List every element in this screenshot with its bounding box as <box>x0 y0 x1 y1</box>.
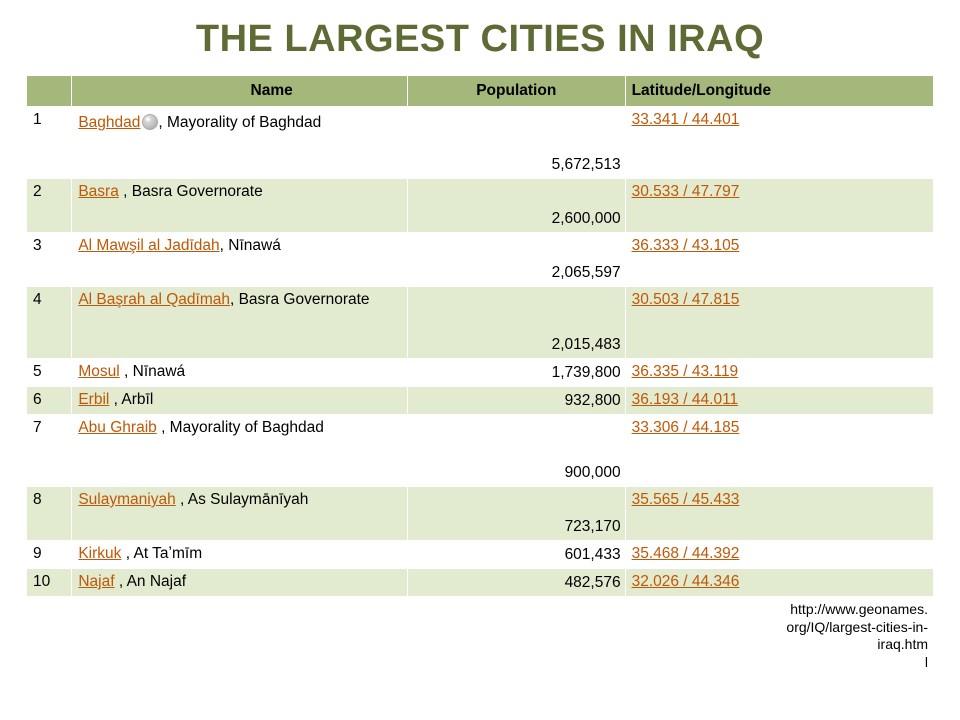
rank-cell: 5 <box>27 359 72 387</box>
name-cell: Sulaymaniyah , As Sulaymānīyah <box>72 487 408 541</box>
population-cell: 482,576 <box>407 569 625 597</box>
city-link[interactable]: Al Başrah al Qadīmah <box>78 291 230 308</box>
population-cell: 932,800 <box>407 387 625 415</box>
region-text: , Basra Governorate <box>119 183 263 200</box>
population-cell: 723,170 <box>407 487 625 541</box>
coord-link[interactable]: 30.503 / 47.815 <box>632 291 740 308</box>
coord-cell: 30.533 / 47.797 <box>625 179 933 233</box>
table-row: 8Sulaymaniyah , As Sulaymānīyah723,17035… <box>27 487 934 541</box>
population-cell: 5,672,513 <box>407 107 625 179</box>
table-row: 6Erbil , Arbīl932,80036.193 / 44.011 <box>27 387 934 415</box>
city-link[interactable]: Al Mawşil al Jadīdah <box>78 237 219 254</box>
header-name: Name <box>72 76 408 107</box>
region-text: , Mayorality of Baghdad <box>158 114 321 131</box>
region-text: , As Sulaymānīyah <box>176 491 309 508</box>
coord-cell: 35.468 / 44.392 <box>625 541 933 569</box>
name-cell: Al Başrah al Qadīmah, Basra Governorate <box>72 287 408 359</box>
coord-cell: 36.193 / 44.011 <box>625 387 933 415</box>
cities-table-container: Name Population Latitude/Longitude 1Bagh… <box>0 75 960 671</box>
disc-icon <box>142 114 158 130</box>
coord-link[interactable]: 35.468 / 44.392 <box>632 545 740 562</box>
coord-link[interactable]: 32.026 / 44.346 <box>632 573 740 590</box>
coord-link[interactable]: 35.565 / 45.433 <box>632 491 740 508</box>
region-text: , Basra Governorate <box>230 291 370 308</box>
region-text: , At Taʼmīm <box>121 545 202 562</box>
cities-table: Name Population Latitude/Longitude 1Bagh… <box>26 75 934 597</box>
rank-cell: 10 <box>27 569 72 597</box>
region-text: , Arbīl <box>109 391 153 408</box>
city-link[interactable]: Baghdad <box>78 114 140 131</box>
population-cell: 900,000 <box>407 415 625 487</box>
city-link[interactable]: Sulaymaniyah <box>78 491 175 508</box>
rank-cell: 2 <box>27 179 72 233</box>
city-link[interactable]: Najaf <box>78 573 114 590</box>
coord-cell: 32.026 / 44.346 <box>625 569 933 597</box>
rank-cell: 8 <box>27 487 72 541</box>
name-cell: Baghdad , Mayorality of Baghdad <box>72 107 408 179</box>
region-text: , Nīnawá <box>220 237 281 254</box>
rank-cell: 4 <box>27 287 72 359</box>
table-row: 2Basra , Basra Governorate2,600,00030.53… <box>27 179 934 233</box>
city-link[interactable]: Mosul <box>78 363 119 380</box>
city-link[interactable]: Erbil <box>78 391 109 408</box>
rank-cell: 7 <box>27 415 72 487</box>
header-blank <box>27 76 72 107</box>
table-row: 10Najaf , An Najaf482,57632.026 / 44.346 <box>27 569 934 597</box>
rank-cell: 3 <box>27 233 72 287</box>
coord-cell: 36.333 / 43.105 <box>625 233 933 287</box>
coord-link[interactable]: 36.333 / 43.105 <box>632 237 740 254</box>
city-link[interactable]: Abu Ghraib <box>78 419 156 436</box>
population-cell: 2,015,483 <box>407 287 625 359</box>
coord-link[interactable]: 33.341 / 44.401 <box>632 111 740 128</box>
name-cell: Kirkuk , At Taʼmīm <box>72 541 408 569</box>
coord-link[interactable]: 36.335 / 43.119 <box>632 363 739 380</box>
population-cell: 2,065,597 <box>407 233 625 287</box>
coord-link[interactable]: 33.306 / 44.185 <box>632 419 740 436</box>
name-cell: Abu Ghraib , Mayorality of Baghdad <box>72 415 408 487</box>
region-text: , Nīnawá <box>120 363 185 380</box>
coord-cell: 30.503 / 47.815 <box>625 287 933 359</box>
coord-cell: 35.565 / 45.433 <box>625 487 933 541</box>
table-row: 4Al Başrah al Qadīmah, Basra Governorate… <box>27 287 934 359</box>
city-link[interactable]: Basra <box>78 183 119 200</box>
table-row: 3Al Mawşil al Jadīdah, Nīnawá2,065,59736… <box>27 233 934 287</box>
coord-cell: 33.306 / 44.185 <box>625 415 933 487</box>
name-cell: Erbil , Arbīl <box>72 387 408 415</box>
source-url: http://www.geonames.org/IQ/largest-citie… <box>26 597 934 671</box>
coord-link[interactable]: 30.533 / 47.797 <box>632 183 740 200</box>
city-link[interactable]: Kirkuk <box>78 545 121 562</box>
region-text: , Mayorality of Baghdad <box>157 419 324 436</box>
name-cell: Al Mawşil al Jadīdah, Nīnawá <box>72 233 408 287</box>
rank-cell: 1 <box>27 107 72 179</box>
population-cell: 1,739,800 <box>407 359 625 387</box>
rank-cell: 6 <box>27 387 72 415</box>
name-cell: Basra , Basra Governorate <box>72 179 408 233</box>
page-title: THE LARGEST CITIES IN IRAQ <box>0 0 960 75</box>
table-row: 9Kirkuk , At Taʼmīm601,43335.468 / 44.39… <box>27 541 934 569</box>
population-cell: 601,433 <box>407 541 625 569</box>
name-cell: Mosul , Nīnawá <box>72 359 408 387</box>
table-row: 1 Baghdad , Mayorality of Baghdad 5,672,513… <box>27 107 934 179</box>
coord-cell: 36.335 / 43.119 <box>625 359 933 387</box>
coord-cell: 33.341 / 44.401 <box>625 107 933 179</box>
region-text: , An Najaf <box>115 573 187 590</box>
table-row: 7Abu Ghraib , Mayorality of Baghdad900,0… <box>27 415 934 487</box>
name-cell: Najaf , An Najaf <box>72 569 408 597</box>
header-population: Population <box>407 76 625 107</box>
rank-cell: 9 <box>27 541 72 569</box>
table-header-row: Name Population Latitude/Longitude <box>27 76 934 107</box>
header-latlon: Latitude/Longitude <box>625 76 933 107</box>
population-cell: 2,600,000 <box>407 179 625 233</box>
coord-link[interactable]: 36.193 / 44.011 <box>632 391 739 408</box>
table-row: 5Mosul , Nīnawá1,739,80036.335 / 43.119 <box>27 359 934 387</box>
